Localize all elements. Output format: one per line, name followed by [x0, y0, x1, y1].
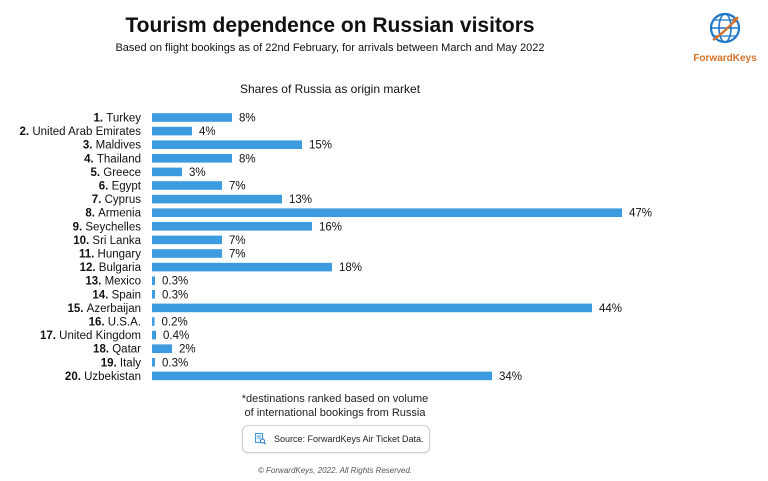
footnote-line-2: of international bookings from Russia	[244, 407, 426, 419]
globe-arrow-icon	[709, 12, 741, 44]
source-text: Source: ForwardKeys Air Ticket Data.	[274, 434, 424, 444]
bar-greece	[152, 167, 182, 177]
value-label: 3%	[189, 167, 206, 179]
category-label: 14. Spain	[92, 289, 141, 301]
value-label: 0.4%	[163, 330, 189, 342]
footnote-line-1: *destinations ranked based on volume	[241, 393, 429, 405]
value-label: 0.3%	[162, 276, 188, 288]
category-label: 11. Hungary	[79, 249, 141, 261]
bar-thailand	[152, 154, 232, 163]
value-label: 7%	[229, 249, 246, 261]
category-label: 18. Qatar	[93, 344, 141, 356]
value-label: 18%	[339, 262, 362, 274]
value-label: 47%	[629, 208, 652, 220]
value-label: 4%	[199, 126, 216, 138]
value-label: 13%	[289, 194, 312, 206]
category-label: 5. Greece	[90, 167, 141, 179]
category-label: 6. Egypt	[99, 181, 142, 193]
value-label: 34%	[499, 371, 522, 383]
forwardkeys-logo: ForwardKeys	[692, 10, 758, 66]
category-label: 13. Mexico	[85, 276, 141, 288]
category-label: 10. Sri Lanka	[73, 235, 141, 247]
bar-qatar	[152, 344, 172, 353]
category-label: 2. United Arab Emirates	[20, 126, 142, 138]
bar-cyprus	[152, 194, 282, 204]
category-label: 9. Seychelles	[73, 221, 142, 233]
bar-italy	[152, 358, 155, 367]
value-label: 7%	[229, 235, 246, 247]
logo-text: ForwardKeys	[693, 53, 757, 64]
category-label: 4. Thailand	[84, 153, 141, 165]
bar-united-arab-emirates	[152, 126, 192, 136]
value-label: 15%	[309, 140, 332, 152]
category-label: 1. Turkey	[93, 113, 141, 125]
chart-subtitle: Based on flight bookings as of 22nd Febr…	[115, 42, 545, 54]
bar-azerbaijan	[152, 303, 592, 313]
bar-hungary	[152, 249, 222, 258]
source-badge: Source: ForwardKeys Air Ticket Data.	[242, 425, 430, 453]
bar-turkey	[152, 113, 232, 122]
value-label: 0.3%	[162, 357, 188, 369]
copyright: © ForwardKeys, 2022. All Rights Reserved…	[257, 466, 413, 475]
bar-u-s-a-	[152, 317, 155, 326]
category-label: 3. Maldives	[83, 140, 141, 152]
value-label: 8%	[239, 153, 256, 165]
footnote: *destinations ranked based on volume of …	[150, 392, 520, 420]
category-label: 16. U.S.A.	[89, 317, 141, 329]
category-label: 20. Uzbekistan	[65, 371, 141, 383]
bar-united-kingdom	[152, 330, 156, 340]
bar-sri-lanka	[152, 235, 222, 245]
value-label: 2%	[179, 344, 196, 356]
value-label: 7%	[229, 181, 246, 193]
bar-seychelles	[152, 222, 312, 231]
bar-maldives	[152, 140, 302, 149]
bar-armenia	[152, 208, 622, 217]
category-label: 7. Cyprus	[92, 194, 141, 206]
value-label: 0.2%	[162, 317, 188, 329]
value-label: 16%	[319, 221, 342, 233]
category-label: 8. Armenia	[85, 208, 141, 220]
chart-title: Tourism dependence on Russian visitors	[125, 14, 535, 37]
bar-mexico	[152, 276, 155, 285]
bar-egypt	[152, 181, 222, 190]
bar-bulgaria	[152, 262, 332, 272]
chart-heading: Shares of Russia as origin market	[239, 82, 421, 96]
category-label: 19. Italy	[101, 357, 142, 369]
category-label: 17. United Kingdom	[40, 330, 141, 342]
value-label: 0.3%	[162, 289, 188, 301]
bar-uzbekistan	[152, 371, 492, 381]
bar-spain	[152, 290, 155, 299]
document-search-icon	[255, 433, 266, 445]
category-label: 12. Bulgaria	[80, 262, 142, 274]
value-label: 8%	[239, 113, 256, 125]
value-label: 44%	[599, 303, 622, 315]
category-label: 15. Azerbaijan	[67, 303, 141, 315]
